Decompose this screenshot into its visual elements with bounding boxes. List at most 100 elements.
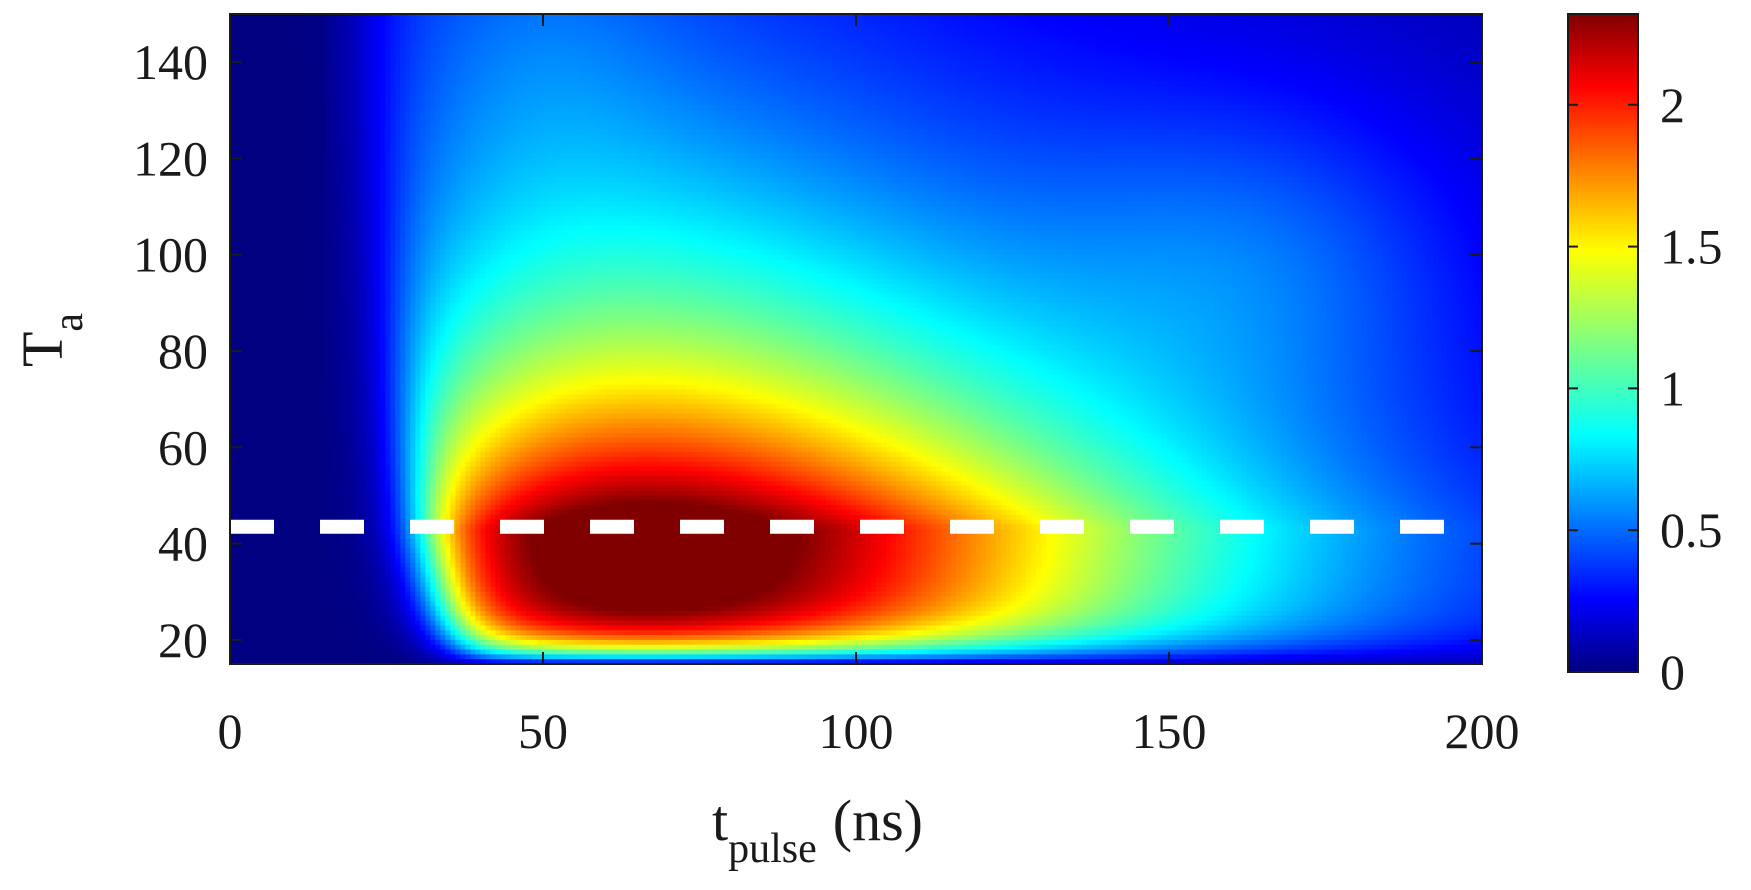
heatmap-cell bbox=[761, 28, 767, 33]
heatmap-cell bbox=[646, 24, 652, 29]
heatmap-cell bbox=[786, 33, 792, 38]
heatmap-cell bbox=[1227, 28, 1233, 33]
heatmap-cell bbox=[515, 24, 521, 29]
heatmap-cell bbox=[505, 33, 511, 38]
heatmap-cell bbox=[1141, 24, 1147, 29]
heatmap-cell bbox=[1071, 19, 1077, 24]
heatmap-cell bbox=[1262, 19, 1268, 24]
heatmap-cell bbox=[445, 19, 451, 24]
heatmap-cell bbox=[255, 33, 261, 38]
heatmap-cell bbox=[986, 24, 992, 29]
heatmap-cell bbox=[606, 33, 612, 38]
heatmap-cell bbox=[1031, 19, 1037, 24]
heatmap-cell bbox=[916, 19, 922, 24]
heatmap-cell bbox=[816, 33, 822, 38]
heatmap-cell bbox=[1131, 28, 1137, 33]
heatmap-cell bbox=[716, 28, 722, 33]
heatmap-cell bbox=[1086, 28, 1092, 33]
heatmap-cell bbox=[1126, 19, 1132, 24]
heatmap-cell bbox=[280, 19, 286, 24]
heatmap-cell bbox=[1467, 24, 1473, 29]
heatmap-cell bbox=[1387, 24, 1393, 29]
heatmap-cell bbox=[435, 28, 441, 33]
heatmap-cell bbox=[1051, 24, 1057, 29]
heatmap-cell bbox=[856, 33, 862, 38]
heatmap-cell bbox=[520, 28, 526, 33]
heatmap-cell bbox=[490, 33, 496, 38]
heatmap-cell bbox=[260, 24, 266, 29]
heatmap-cell bbox=[280, 28, 286, 33]
heatmap-cell bbox=[450, 28, 456, 33]
heatmap-cell bbox=[1016, 28, 1022, 33]
heatmap-cell bbox=[470, 33, 476, 38]
heatmap-cell bbox=[1317, 19, 1323, 24]
heatmap-cell bbox=[1207, 19, 1213, 24]
heatmap-cell bbox=[606, 24, 612, 29]
heatmap-cell bbox=[1462, 19, 1468, 24]
heatmap-cell bbox=[876, 24, 882, 29]
heatmap-cell bbox=[631, 28, 637, 33]
heatmap-cell bbox=[921, 28, 927, 33]
heatmap-cell bbox=[716, 19, 722, 24]
heatmap-cell bbox=[1287, 24, 1293, 29]
heatmap-cell bbox=[340, 19, 346, 24]
heatmap-cell bbox=[295, 24, 301, 29]
heatmap-cell bbox=[400, 33, 406, 38]
heatmap-cell bbox=[941, 33, 947, 38]
heatmap-cell bbox=[681, 28, 687, 33]
heatmap-cell bbox=[1232, 28, 1238, 33]
heatmap-cell bbox=[1061, 28, 1067, 33]
heatmap-cell bbox=[556, 28, 562, 33]
heatmap-cell bbox=[1317, 24, 1323, 29]
heatmap-cell bbox=[250, 19, 256, 24]
heatmap-cell bbox=[741, 19, 747, 24]
heatmap-cell bbox=[751, 33, 757, 38]
heatmap-cell bbox=[791, 19, 797, 24]
heatmap-cell bbox=[636, 28, 642, 33]
heatmap-cell bbox=[1367, 28, 1373, 33]
heatmap-cell bbox=[1131, 19, 1137, 24]
heatmap-cell bbox=[1442, 28, 1448, 33]
heatmap-cell bbox=[616, 33, 622, 38]
heatmap-cell bbox=[1262, 24, 1268, 29]
heatmap-cell bbox=[270, 19, 276, 24]
heatmap-cell bbox=[1447, 24, 1453, 29]
heatmap-cell bbox=[866, 19, 872, 24]
heatmap-cell bbox=[370, 19, 376, 24]
heatmap-cell bbox=[551, 19, 557, 24]
heatmap-cell bbox=[691, 28, 697, 33]
heatmap-cell bbox=[816, 24, 822, 29]
heatmap-cell bbox=[425, 28, 431, 33]
heatmap-cell bbox=[435, 33, 441, 38]
heatmap-cell bbox=[606, 19, 612, 24]
heatmap-cell bbox=[596, 19, 602, 24]
heatmap-cell bbox=[1357, 24, 1363, 29]
heatmap-cell bbox=[510, 28, 516, 33]
heatmap-cell bbox=[551, 24, 557, 29]
heatmap-cell bbox=[1242, 19, 1248, 24]
heatmap-cell bbox=[1337, 19, 1343, 24]
heatmap-cell bbox=[510, 19, 516, 24]
heatmap-cell bbox=[546, 24, 552, 29]
heatmap-cell bbox=[911, 28, 917, 33]
heatmap-cell bbox=[235, 19, 241, 24]
heatmap-cell bbox=[776, 19, 782, 24]
heatmap-cell bbox=[480, 19, 486, 24]
heatmap-cell bbox=[1277, 19, 1283, 24]
heatmap-cell bbox=[1161, 19, 1167, 24]
heatmap-cell bbox=[1332, 19, 1338, 24]
heatmap-cell bbox=[485, 19, 491, 24]
heatmap-cell bbox=[1387, 28, 1393, 33]
heatmap-cell bbox=[666, 33, 672, 38]
heatmap-cell bbox=[636, 24, 642, 29]
heatmap-cell bbox=[1312, 19, 1318, 24]
heatmap-cell bbox=[300, 24, 306, 29]
heatmap-cell bbox=[576, 24, 582, 29]
heatmap-cell bbox=[1442, 19, 1448, 24]
heatmap-cell bbox=[1392, 28, 1398, 33]
heatmap-cell bbox=[671, 24, 677, 29]
heatmap-cell bbox=[1086, 24, 1092, 29]
heatmap-cell bbox=[240, 33, 246, 38]
heatmap-cell bbox=[350, 28, 356, 33]
heatmap-cell bbox=[851, 28, 857, 33]
